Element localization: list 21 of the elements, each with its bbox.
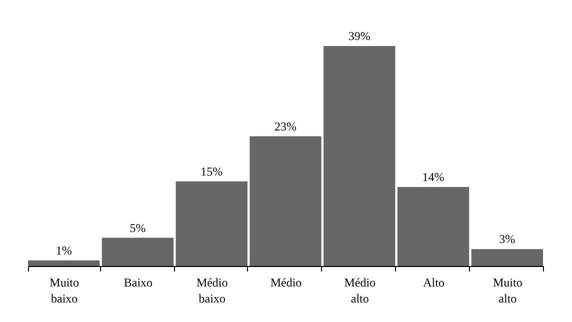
bar bbox=[324, 46, 396, 266]
data-label: 3% bbox=[499, 232, 516, 246]
x-tick-label: Muito alto bbox=[492, 276, 522, 306]
data-label: 15% bbox=[200, 164, 223, 178]
x-tick-label: Médio alto bbox=[344, 276, 376, 306]
bar bbox=[102, 238, 174, 266]
bar bbox=[176, 181, 248, 266]
data-label: 1% bbox=[56, 243, 72, 258]
data-label: 23% bbox=[274, 119, 296, 134]
x-tick-label: Baixo bbox=[124, 276, 153, 290]
x-tick-label: Médio bbox=[270, 276, 302, 290]
bar bbox=[397, 187, 470, 266]
data-label: 39% bbox=[348, 29, 370, 43]
x-tick-label: Alto bbox=[423, 276, 444, 290]
bar bbox=[250, 136, 322, 266]
x-tick-label: Muito baixo bbox=[50, 276, 80, 306]
data-label: 14% bbox=[422, 170, 444, 184]
x-tick-label: Médio baixo bbox=[196, 276, 228, 306]
bar bbox=[28, 260, 100, 266]
data-label: 5% bbox=[130, 220, 146, 235]
bar bbox=[471, 249, 543, 266]
